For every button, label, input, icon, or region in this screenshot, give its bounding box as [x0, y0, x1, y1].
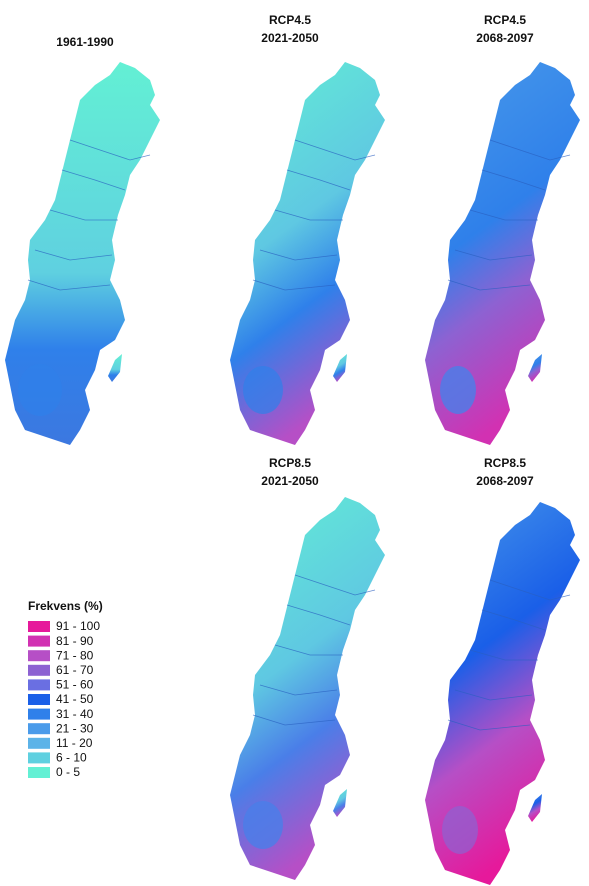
legend-swatch	[28, 621, 50, 632]
legend-swatch	[28, 636, 50, 647]
legend-label: 11 - 20	[56, 736, 93, 750]
legend-swatch	[28, 679, 50, 690]
legend-label: 71 - 80	[56, 648, 94, 662]
legend-swatch	[28, 752, 50, 763]
legend-swatch	[28, 709, 50, 720]
map-rcp85-2021	[230, 497, 385, 880]
panel-title: RCP8.5	[484, 456, 526, 470]
legend-label: 31 - 40	[56, 707, 94, 721]
legend-swatch	[28, 723, 50, 734]
legend-label: 51 - 60	[56, 678, 94, 692]
legend-label: 61 - 70	[56, 663, 94, 677]
panel-title: RCP4.5	[269, 13, 311, 27]
legend-swatch	[28, 694, 50, 705]
legend-label: 81 - 90	[56, 634, 94, 648]
legend-label: 0 - 5	[56, 765, 80, 779]
figure: 1961-1990 RCP4.5 2021-2050 RCP4.5 2068-2…	[0, 0, 589, 886]
legend-swatch	[28, 665, 50, 676]
panel-title: 2068-2097	[476, 31, 534, 45]
legend-label: 91 - 100	[56, 619, 100, 633]
panel-title: 2021-2050	[261, 474, 319, 488]
panel-title: 1961-1990	[56, 35, 114, 49]
legend-swatch	[28, 650, 50, 661]
map-1961-1990	[5, 62, 160, 445]
legend-title: Frekvens (%)	[28, 599, 103, 613]
legend-label: 6 - 10	[56, 751, 87, 765]
panel-title: 2021-2050	[261, 31, 319, 45]
map-rcp45-2068	[425, 62, 580, 445]
map-rcp85-2068	[425, 502, 580, 885]
panel-title: 2068-2097	[476, 474, 534, 488]
legend-label: 21 - 30	[56, 721, 94, 735]
panel-title: RCP8.5	[269, 456, 311, 470]
legend-label: 41 - 50	[56, 692, 94, 706]
map-rcp45-2021	[230, 62, 385, 445]
legend-swatch	[28, 738, 50, 749]
legend-swatch	[28, 767, 50, 778]
panel-title: RCP4.5	[484, 13, 526, 27]
